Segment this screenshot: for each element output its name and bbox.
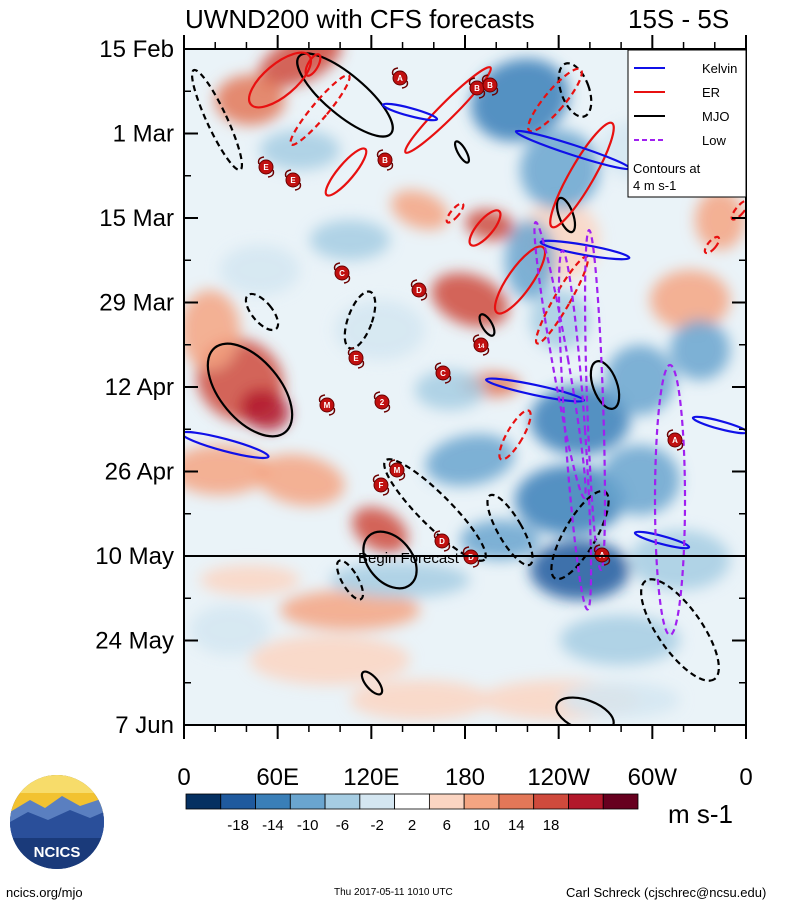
footer-url: ncics.org/mjo bbox=[6, 885, 83, 900]
chart-title: UWND200 with CFS forecasts bbox=[185, 4, 535, 34]
colorbar-swatch bbox=[289, 793, 326, 810]
y-tick-label: 26 Apr bbox=[105, 459, 174, 486]
svg-text:A: A bbox=[397, 74, 403, 83]
svg-text:B: B bbox=[487, 81, 493, 90]
storm-marker: D bbox=[410, 279, 428, 301]
colorbar-swatch bbox=[220, 793, 256, 810]
svg-text:D: D bbox=[468, 553, 474, 562]
storm-marker: F bbox=[372, 474, 390, 496]
storm-marker: B bbox=[468, 77, 486, 99]
storm-marker: E bbox=[257, 156, 275, 178]
x-tick-label: 60E bbox=[256, 764, 299, 791]
y-tick-label: 29 Mar bbox=[99, 290, 174, 317]
wave-contours bbox=[184, 51, 746, 725]
legend-entry-label: Low bbox=[702, 133, 726, 148]
colorbar-tick-label: -6 bbox=[336, 817, 349, 834]
legend-entry-label: MJO bbox=[702, 109, 729, 124]
colorbar-tick-label: -10 bbox=[297, 817, 319, 834]
region-label: 15S - 5S bbox=[628, 4, 729, 34]
colorbar-swatch bbox=[324, 793, 361, 810]
x-tick-label: 0 bbox=[177, 764, 190, 791]
colorbar-tick-label: 14 bbox=[508, 817, 525, 834]
y-axis: 15 Feb 1 Mar 15 Mar 29 Mar 12 Apr 26 Apr 10 Ma… bbox=[95, 36, 746, 739]
storm-marker: D bbox=[433, 530, 451, 552]
legend-note-line1: Contours at bbox=[633, 161, 701, 176]
svg-text:C: C bbox=[440, 369, 446, 378]
colorbar-swatch bbox=[533, 793, 569, 810]
svg-text:F: F bbox=[379, 481, 384, 490]
storm-marker: M bbox=[318, 394, 336, 416]
colorbar-unit: m s-1 bbox=[668, 799, 733, 829]
y-tick-label: 1 Mar bbox=[113, 121, 174, 148]
colorbar-swatch bbox=[498, 793, 535, 810]
svg-text:A: A bbox=[672, 436, 678, 445]
svg-text:B: B bbox=[382, 156, 388, 165]
storm-marker: B bbox=[376, 149, 394, 171]
svg-text:D: D bbox=[416, 286, 422, 295]
colorbar-swatch bbox=[428, 793, 465, 810]
svg-text:E: E bbox=[263, 163, 269, 172]
svg-text:E: E bbox=[353, 354, 359, 363]
y-tick-label: 15 Feb bbox=[99, 36, 174, 63]
colorbar-swatch bbox=[185, 793, 222, 810]
x-tick-label: 120W bbox=[527, 764, 590, 791]
colorbar-tick-label: -18 bbox=[227, 817, 249, 834]
footer-author: Carl Schreck (cjschrec@ncsu.edu) bbox=[566, 885, 767, 900]
y-tick-label: 24 May bbox=[95, 628, 174, 655]
y-tick-label: 15 Mar bbox=[99, 205, 174, 232]
storm-marker: C bbox=[434, 362, 452, 384]
x-axis: 0 60E 120E 180 120W 60W 0 bbox=[177, 35, 753, 791]
wind-anomaly-field bbox=[184, 49, 745, 720]
legend-note-line2: 4 m s-1 bbox=[633, 178, 676, 193]
legend-entry-label: Kelvin bbox=[702, 61, 737, 76]
colorbar-swatch bbox=[602, 793, 639, 810]
legend-entry-label: ER bbox=[702, 85, 720, 100]
storm-marker: 2 bbox=[373, 391, 391, 413]
colorbar-swatch bbox=[394, 793, 430, 810]
colorbar: -18 -14 -10 -6 -2 2 6 10 14 18 bbox=[185, 793, 639, 834]
storm-marker: B bbox=[481, 74, 499, 96]
storm-marker: E bbox=[284, 169, 302, 191]
colorbar-tick-label: 18 bbox=[543, 817, 560, 834]
forecast-start-label: Begin Forecast bbox=[358, 550, 460, 567]
svg-text:M: M bbox=[324, 401, 331, 410]
colorbar-tick-label: -2 bbox=[371, 817, 384, 834]
svg-text:M: M bbox=[394, 466, 401, 475]
svg-text:14: 14 bbox=[478, 344, 485, 350]
colorbar-swatch bbox=[568, 793, 604, 810]
svg-text:C: C bbox=[339, 269, 345, 278]
storm-marker: C bbox=[333, 262, 351, 284]
colorbar-tick-label: 10 bbox=[473, 817, 490, 834]
storm-marker: M bbox=[388, 459, 406, 481]
y-tick-label: 7 Jun bbox=[115, 712, 174, 739]
storm-marker: A bbox=[666, 429, 684, 451]
svg-text:B: B bbox=[474, 84, 480, 93]
logo-text: NCICS bbox=[34, 844, 81, 861]
colorbar-swatch bbox=[255, 793, 291, 810]
colorbar-tick-label: 6 bbox=[443, 817, 451, 834]
colorbar-swatch bbox=[463, 793, 500, 810]
legend: Kelvin ER MJO Low Contours at 4 m s-1 bbox=[627, 49, 747, 198]
colorbar-tick-label: 2 bbox=[408, 817, 416, 834]
footer-timestamp: Thu 2017-05-11 1010 UTC bbox=[334, 887, 453, 898]
x-tick-label: 120E bbox=[343, 764, 399, 791]
svg-text:2: 2 bbox=[380, 398, 385, 407]
x-tick-label: 180 bbox=[445, 764, 485, 791]
svg-text:E: E bbox=[290, 176, 296, 185]
colorbar-swatch bbox=[359, 793, 396, 810]
y-tick-label: 12 Apr bbox=[105, 374, 174, 401]
storm-marker: E bbox=[347, 347, 365, 369]
ncics-logo: NCICS bbox=[10, 775, 104, 869]
svg-text:D: D bbox=[439, 537, 445, 546]
y-tick-label: 10 May bbox=[95, 543, 174, 570]
x-tick-label: 0 bbox=[739, 764, 752, 791]
storm-marker: A bbox=[391, 67, 409, 89]
x-tick-label: 60W bbox=[628, 764, 678, 791]
colorbar-tick-label: -14 bbox=[262, 817, 284, 834]
legend-box bbox=[627, 49, 747, 198]
storm-marker: 14 bbox=[472, 334, 490, 356]
